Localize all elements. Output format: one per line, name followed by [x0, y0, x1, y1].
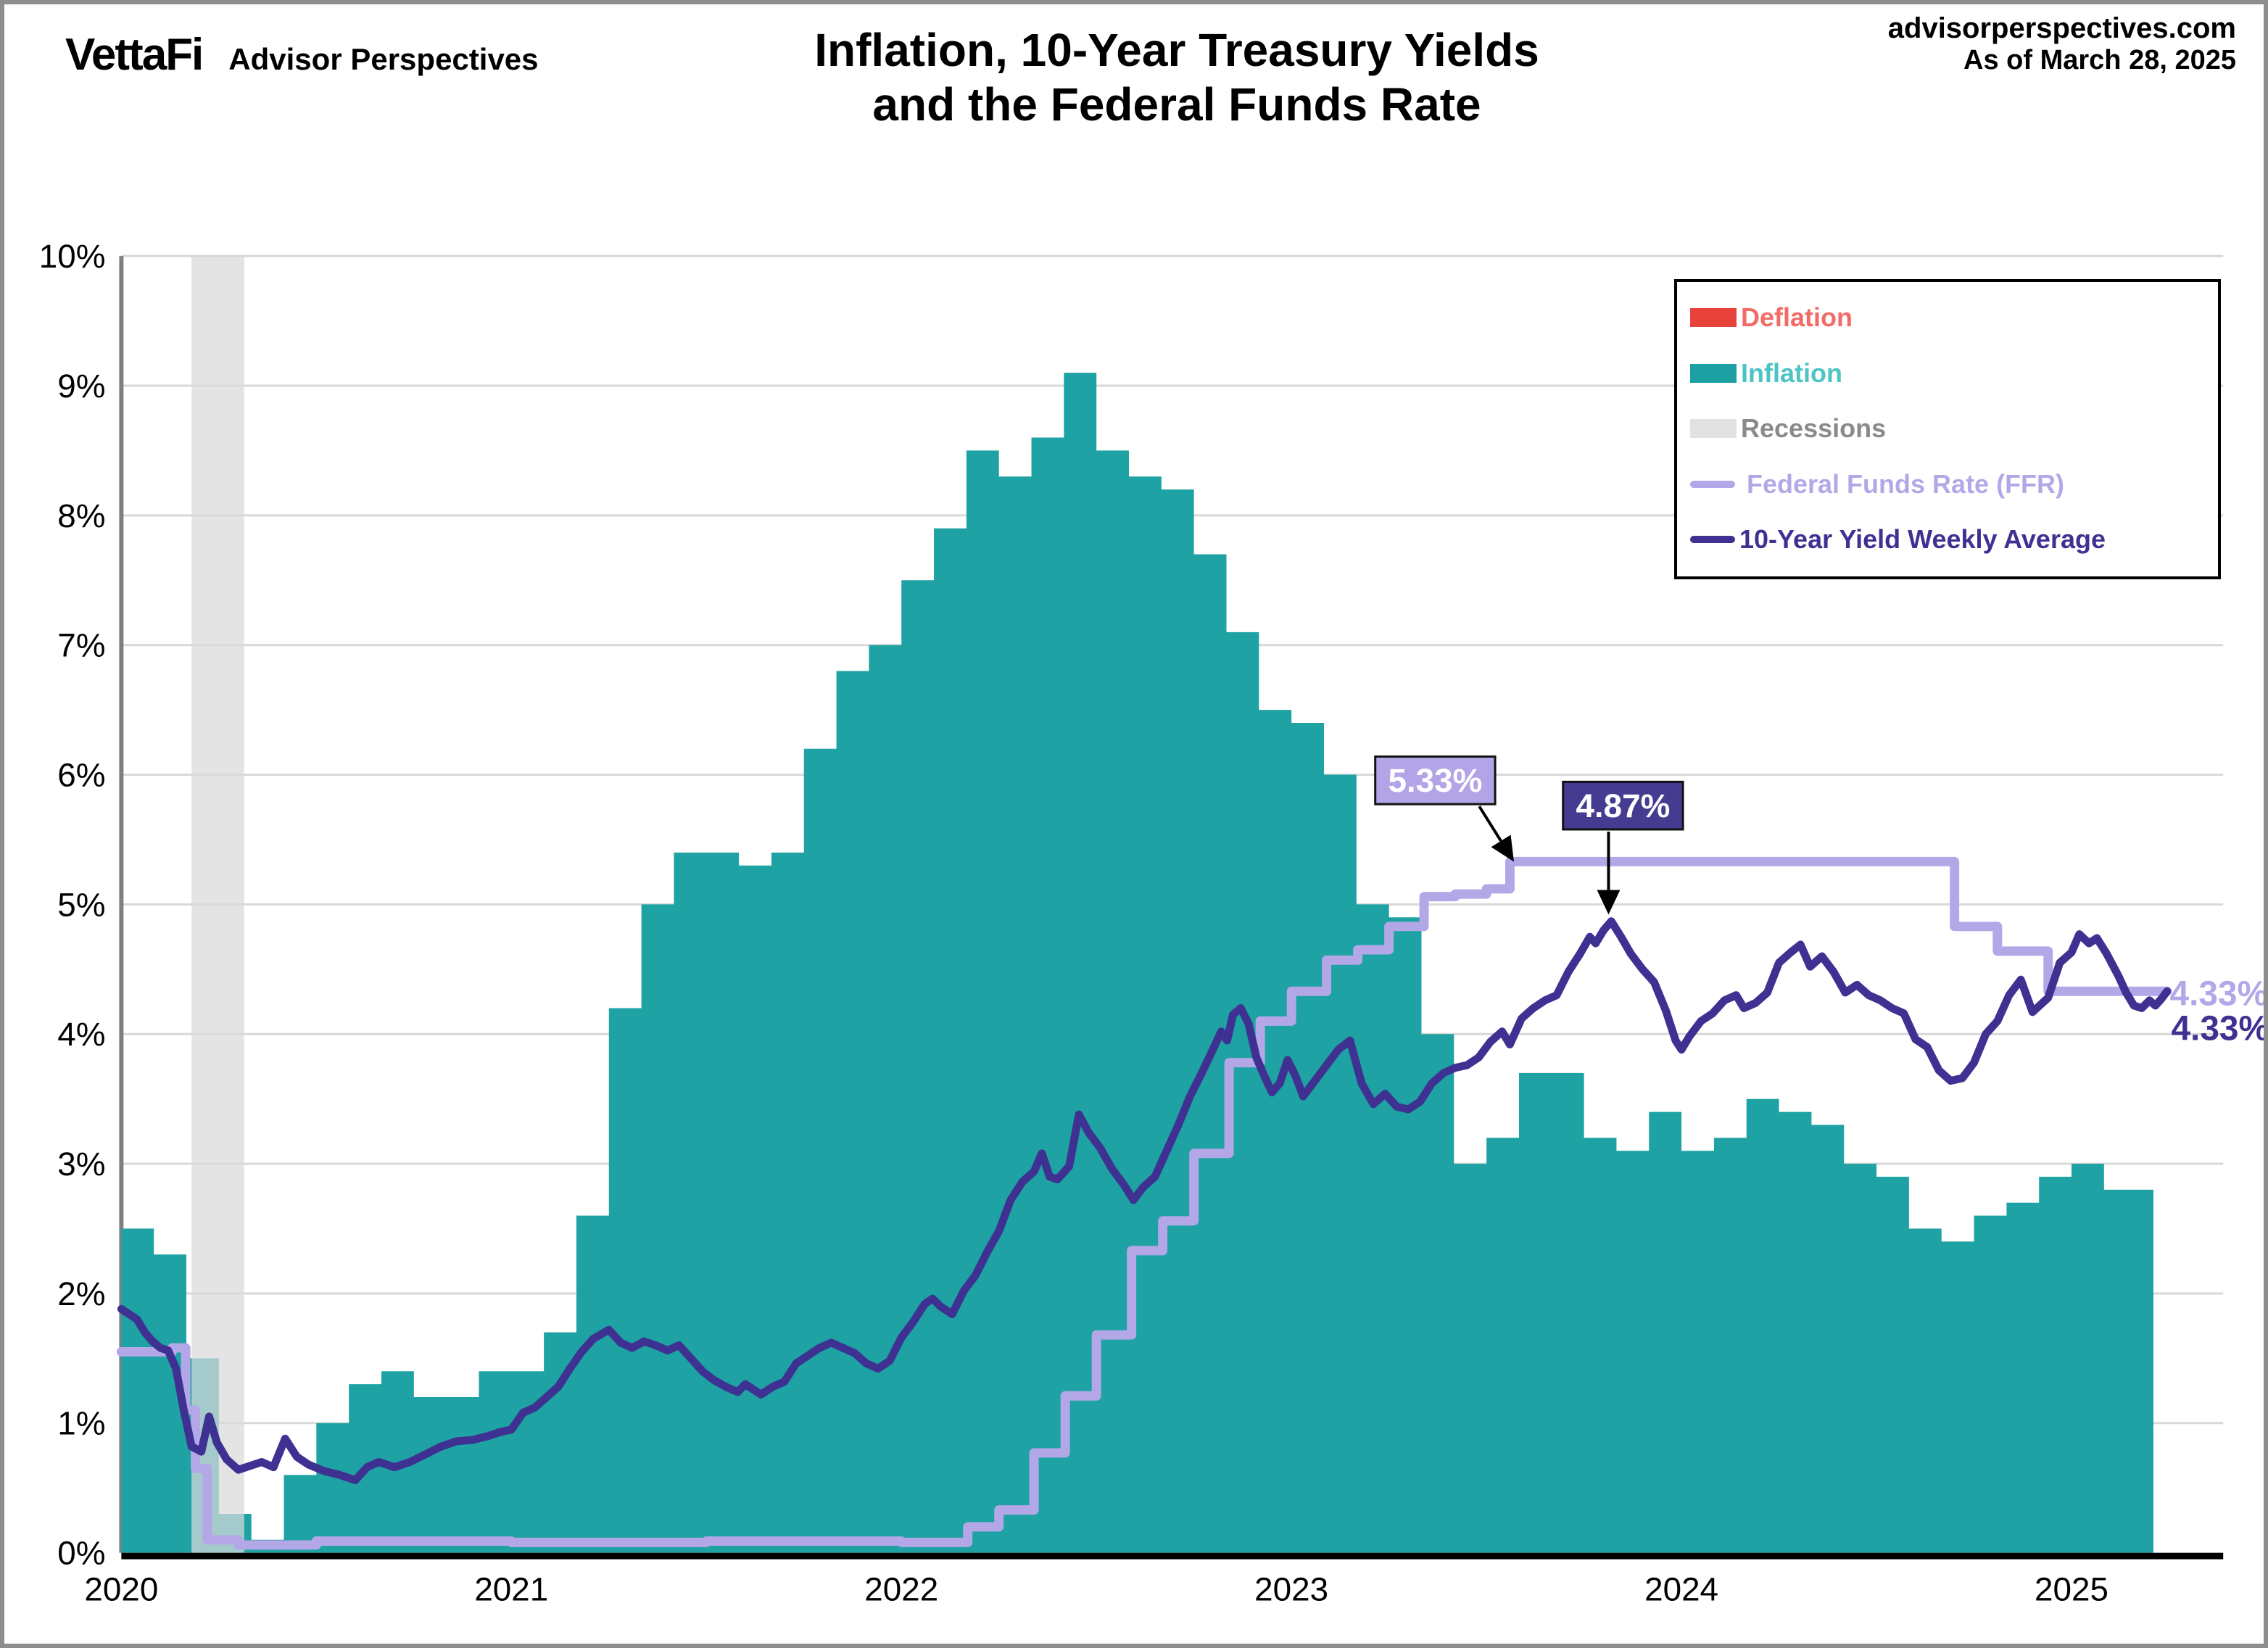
as-of-date: As of March 28, 2025 [1963, 45, 2236, 75]
legend-label: Inflation [1741, 357, 1842, 388]
svg-text:4%: 4% [57, 1016, 105, 1053]
chart-canvas: 0% 1% 2% 3% 4% 5% 6% 7% 8% 9% 10% 2020 2021 2022 2023 2… [39, 238, 2264, 1607]
chart-title-line1: Inflation, 10-Year Treasury Yields [814, 24, 1539, 76]
svg-text:10%: 10% [39, 238, 106, 275]
legend-label: Recessions [1741, 413, 1887, 443]
vettafi-logo: VettaFi [65, 30, 204, 80]
legend-item-federal-funds-rate-ffr-: Federal Funds Rate (FFR) [1690, 469, 2211, 500]
svg-text:5%: 5% [57, 886, 105, 923]
legend-swatch-icon [1690, 419, 1737, 438]
advisor-perspectives-label: Advisor Perspectives [228, 42, 539, 76]
legend-item-10-year-yield-weekly-average: 10-Year Yield Weekly Average [1690, 524, 2211, 555]
legend-swatch-icon [1690, 536, 1735, 543]
source-url: advisorperspectives.com [1887, 12, 2236, 44]
svg-text:4.87%: 4.87% [1576, 787, 1670, 824]
legend-label: 10-Year Yield Weekly Average [1739, 524, 2106, 554]
legend-label: Deflation [1741, 302, 1853, 332]
chart-title-line2: and the Federal Funds Rate [872, 78, 1481, 131]
svg-text:7%: 7% [57, 627, 105, 664]
svg-text:1%: 1% [57, 1405, 105, 1442]
svg-text:2025: 2025 [2035, 1570, 2108, 1607]
svg-text:0%: 0% [57, 1535, 105, 1572]
svg-text:3%: 3% [57, 1146, 105, 1183]
svg-text:2023: 2023 [1254, 1570, 1328, 1607]
svg-text:2%: 2% [57, 1275, 105, 1312]
chart-title: Inflation, 10-Year Treasury Yields and t… [452, 23, 1902, 132]
legend-item-recessions: Recessions [1690, 413, 2211, 444]
svg-text:2024: 2024 [1644, 1570, 1718, 1607]
svg-text:4.33%: 4.33% [2169, 975, 2264, 1014]
svg-text:5.33%: 5.33% [1388, 762, 1482, 799]
legend-swatch-icon [1690, 363, 1737, 383]
header-logo-block: VettaFi Advisor Perspectives [65, 29, 539, 80]
svg-text:2022: 2022 [864, 1570, 938, 1607]
source-attribution: advisorperspectives.com As of March 28, … [1888, 12, 2236, 77]
legend-item-inflation: Inflation [1690, 358, 2211, 389]
svg-text:2020: 2020 [84, 1570, 158, 1607]
legend-label: Federal Funds Rate (FFR) [1739, 468, 2065, 499]
svg-text:6%: 6% [57, 757, 105, 794]
legend: Deflation Inflation Recessions Federal Fun… [1674, 279, 2221, 579]
svg-text:4.33%: 4.33% [2171, 1009, 2264, 1048]
svg-text:8%: 8% [57, 497, 105, 534]
legend-swatch-icon [1690, 308, 1737, 327]
legend-item-deflation: Deflation [1690, 302, 2211, 333]
svg-text:9%: 9% [57, 368, 105, 405]
legend-swatch-icon [1690, 480, 1735, 488]
svg-text:2021: 2021 [474, 1570, 548, 1607]
